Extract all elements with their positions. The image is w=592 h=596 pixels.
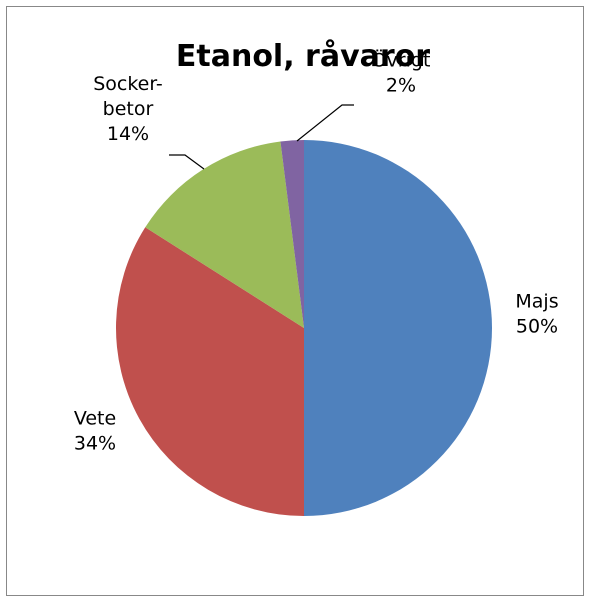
slice-label-övrigt: Övrigt 2% [372,49,431,97]
slice-label-sockerbetor: Socker-betor 14% [93,73,163,145]
pie-slice-övrigt [280,140,304,328]
pie-slice-sockerbetor [145,141,304,328]
slice-labels: Majs 50% Vete 34% Socker-betor 14% Övrigt 2% [74,49,559,455]
slice-label-vete: Vete 34% [74,408,116,455]
pie-slice-vete [116,227,304,516]
chart-frame: Etanol, råvaror Majs 50% Vete 34% Socker-bet… [6,6,584,596]
chart-title: Etanol, råvaror [176,38,430,74]
pie-slice-majs [304,140,492,516]
pie-chart: Etanol, råvaror Majs 50% Vete 34% Socker-bet… [74,38,559,516]
leader-line-sockerbetor [169,154,205,170]
leader-line-ovrigt [296,104,354,142]
pie-slices [116,140,492,516]
leader-lines [169,104,354,170]
slice-label-majs: Majs 50% [515,291,558,338]
